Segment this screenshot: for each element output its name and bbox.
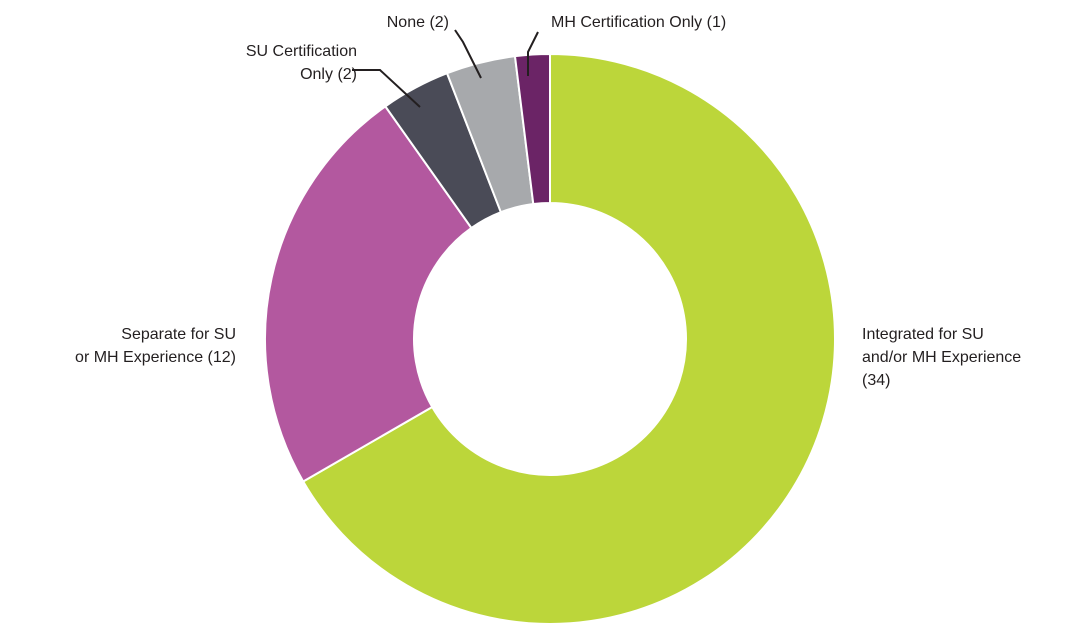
value-label: (2) (337, 66, 357, 83)
category-label: SU Certification Only (245, 43, 357, 83)
slice-label: SU Certification Only (2) (246, 40, 357, 86)
category-label: Integrated for SU and/or MH Experience (862, 326, 1022, 366)
donut-slice (301, 52, 836, 623)
value-label: (12) (207, 349, 236, 366)
leader-line (527, 31, 539, 76)
slices (264, 52, 836, 623)
leader-line (454, 29, 482, 79)
slice-label: Integrated for SU and/or MH Experience (3… (862, 323, 1021, 392)
donut-slice (264, 104, 473, 483)
donut-slice (513, 52, 551, 206)
value-label: (34) (862, 372, 891, 389)
slice-label: MH Certification Only (1) (551, 11, 726, 34)
slice-label: Separate for SU or MH Experience (12) (75, 323, 236, 369)
value-label: (2) (429, 14, 449, 31)
category-label: None (386, 14, 425, 31)
value-label: (1) (706, 14, 727, 31)
leader-lines (352, 29, 539, 108)
leader-line (352, 69, 421, 108)
category-label: MH Certification Only (551, 14, 703, 31)
slice-label: None (2) (387, 11, 449, 34)
category-label: Separate for SU or MH Experience (75, 326, 236, 366)
